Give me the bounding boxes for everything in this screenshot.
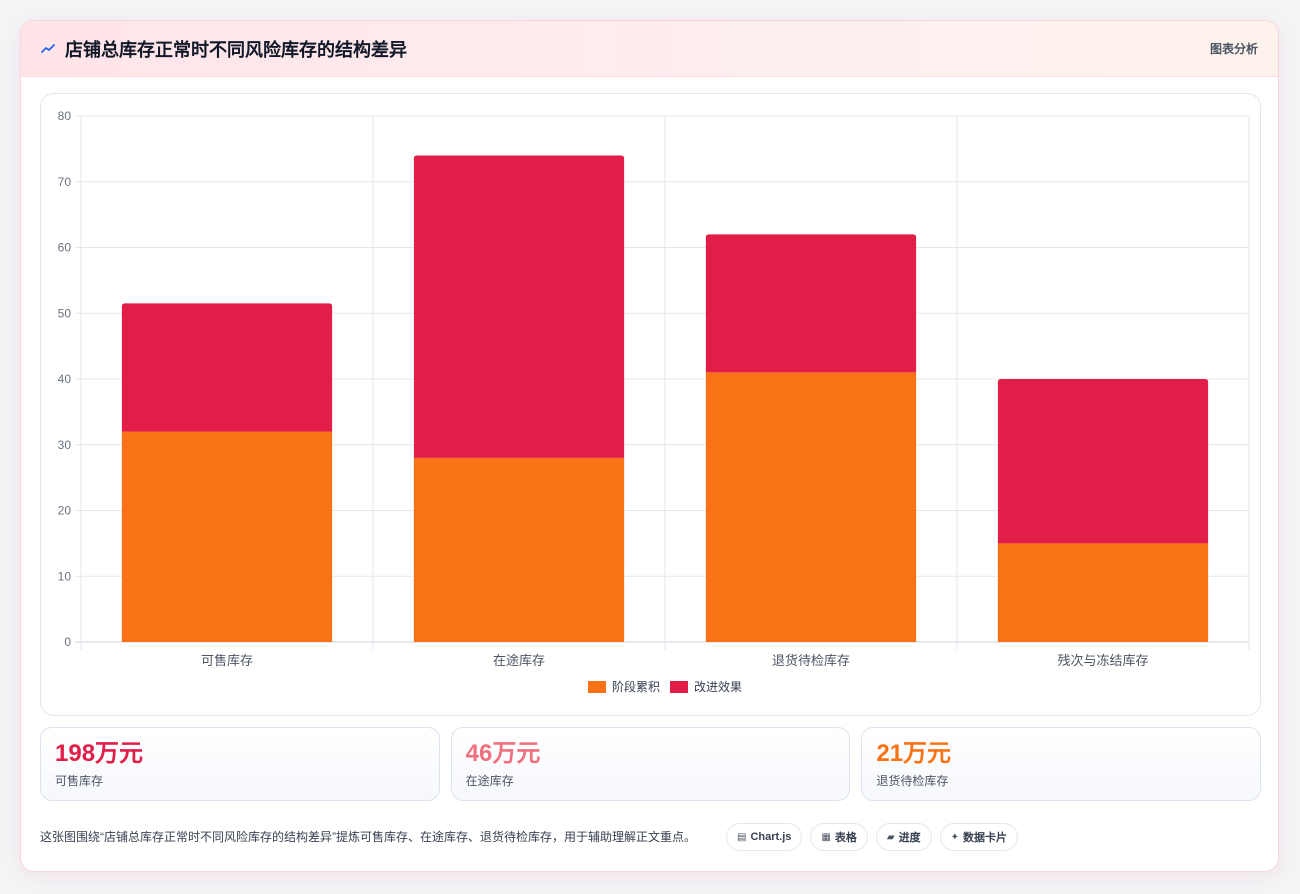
y-tick-label: 30 (58, 438, 72, 452)
chip-label: 数据卡片 (962, 832, 1007, 844)
y-tick-label: 10 (58, 569, 72, 583)
chip-data-card[interactable]: ✦ 数据卡片 (939, 823, 1018, 851)
chip-progress[interactable]: ▰ 进度 (875, 823, 932, 851)
legend-swatch (670, 681, 688, 693)
stacked-bar-chart: 0 10 20 30 40 50 60 70 80 可售库存 在途库存 退货待检库存 残次与冻结库存阶段… (58, 109, 1250, 694)
y-tick-label: 60 (58, 241, 72, 255)
chip-label: Chart.js (750, 831, 792, 843)
chip-table[interactable]: ▦ 表格 (810, 823, 868, 851)
y-tick-label: 80 (58, 109, 72, 123)
x-tick-label: 残次与冻结库存 (1057, 653, 1148, 668)
bar-segment (705, 372, 917, 642)
chart-card: 店铺总库存正常时不同风险库存的结构差异 图表分析 0 10 20 30 40 50 60 70… (20, 20, 1279, 872)
progress-icon: ▰ (886, 831, 895, 843)
x-tick-label: 可售库存 (201, 653, 253, 668)
chart-analysis-tag: 图表分析 (1209, 42, 1258, 56)
bar-segment (997, 543, 1209, 642)
legend-label: 改进效果 (694, 679, 742, 694)
bar-segment (997, 379, 1209, 544)
chart-icon: ▤ (737, 831, 747, 843)
chip-label: 进度 (898, 832, 921, 844)
x-tick-label: 退货待检库存 (772, 653, 850, 668)
bar-segment (413, 155, 625, 458)
stat-value: 46万元 (465, 740, 541, 767)
chart-panel: 0 10 20 30 40 50 60 70 80 可售库存 在途库存 退货待检库存 残次与冻结库存阶段… (40, 93, 1261, 716)
sparkle-icon: ✦ (950, 831, 959, 843)
chart-description: 这张图围绕“店铺总库存正常时不同风险库存的结构差异”提炼可售库存、在途库存、退货… (40, 829, 696, 844)
stat-value: 198万元 (55, 740, 144, 767)
card-footer: 这张图围绕“店铺总库存正常时不同风险库存的结构差异”提炼可售库存、在途库存、退货… (40, 817, 1261, 857)
stat-value: 21万元 (876, 740, 952, 767)
y-tick-label: 40 (58, 372, 72, 386)
trend-line-icon (41, 43, 55, 53)
stat-label: 在途库存 (465, 774, 514, 788)
title-wrap: 店铺总库存正常时不同风险库存的结构差异 (41, 36, 407, 62)
stat-cards: 198万元 可售库存 46万元 在途库存 21万元 退货待检库存 (40, 727, 1262, 801)
chip-label: 表格 (834, 832, 857, 844)
bar-segment (121, 303, 333, 432)
bar-segment (705, 234, 917, 373)
chip-chartjs[interactable]: ▤ Chart.js (726, 823, 803, 851)
legend-label: 阶段累积 (612, 679, 660, 694)
stat-label: 可售库存 (55, 774, 104, 788)
legend-swatch (588, 681, 606, 693)
y-tick-label: 20 (58, 504, 72, 518)
card-header: 店铺总库存正常时不同风险库存的结构差异 图表分析 (21, 21, 1278, 77)
table-icon: ▦ (821, 831, 831, 843)
y-tick-label: 0 (64, 635, 71, 649)
stat-card-returns: 21万元 退货待检库存 (861, 727, 1262, 801)
stat-label: 退货待检库存 (876, 774, 949, 788)
stat-card-in-transit: 46万元 在途库存 (450, 727, 851, 801)
bar-segment (121, 431, 333, 642)
bar-segment (413, 457, 625, 642)
stat-card-sellable: 198万元 可售库存 (40, 727, 440, 801)
y-tick-label: 50 (58, 306, 72, 320)
page-title: 店铺总库存正常时不同风险库存的结构差异 (65, 39, 407, 60)
x-tick-label: 在途库存 (493, 653, 545, 668)
y-tick-label: 70 (58, 175, 72, 189)
tech-chips: ▤ Chart.js ▦ 表格 ▰ 进度 ✦ 数据卡片 (726, 823, 1018, 851)
